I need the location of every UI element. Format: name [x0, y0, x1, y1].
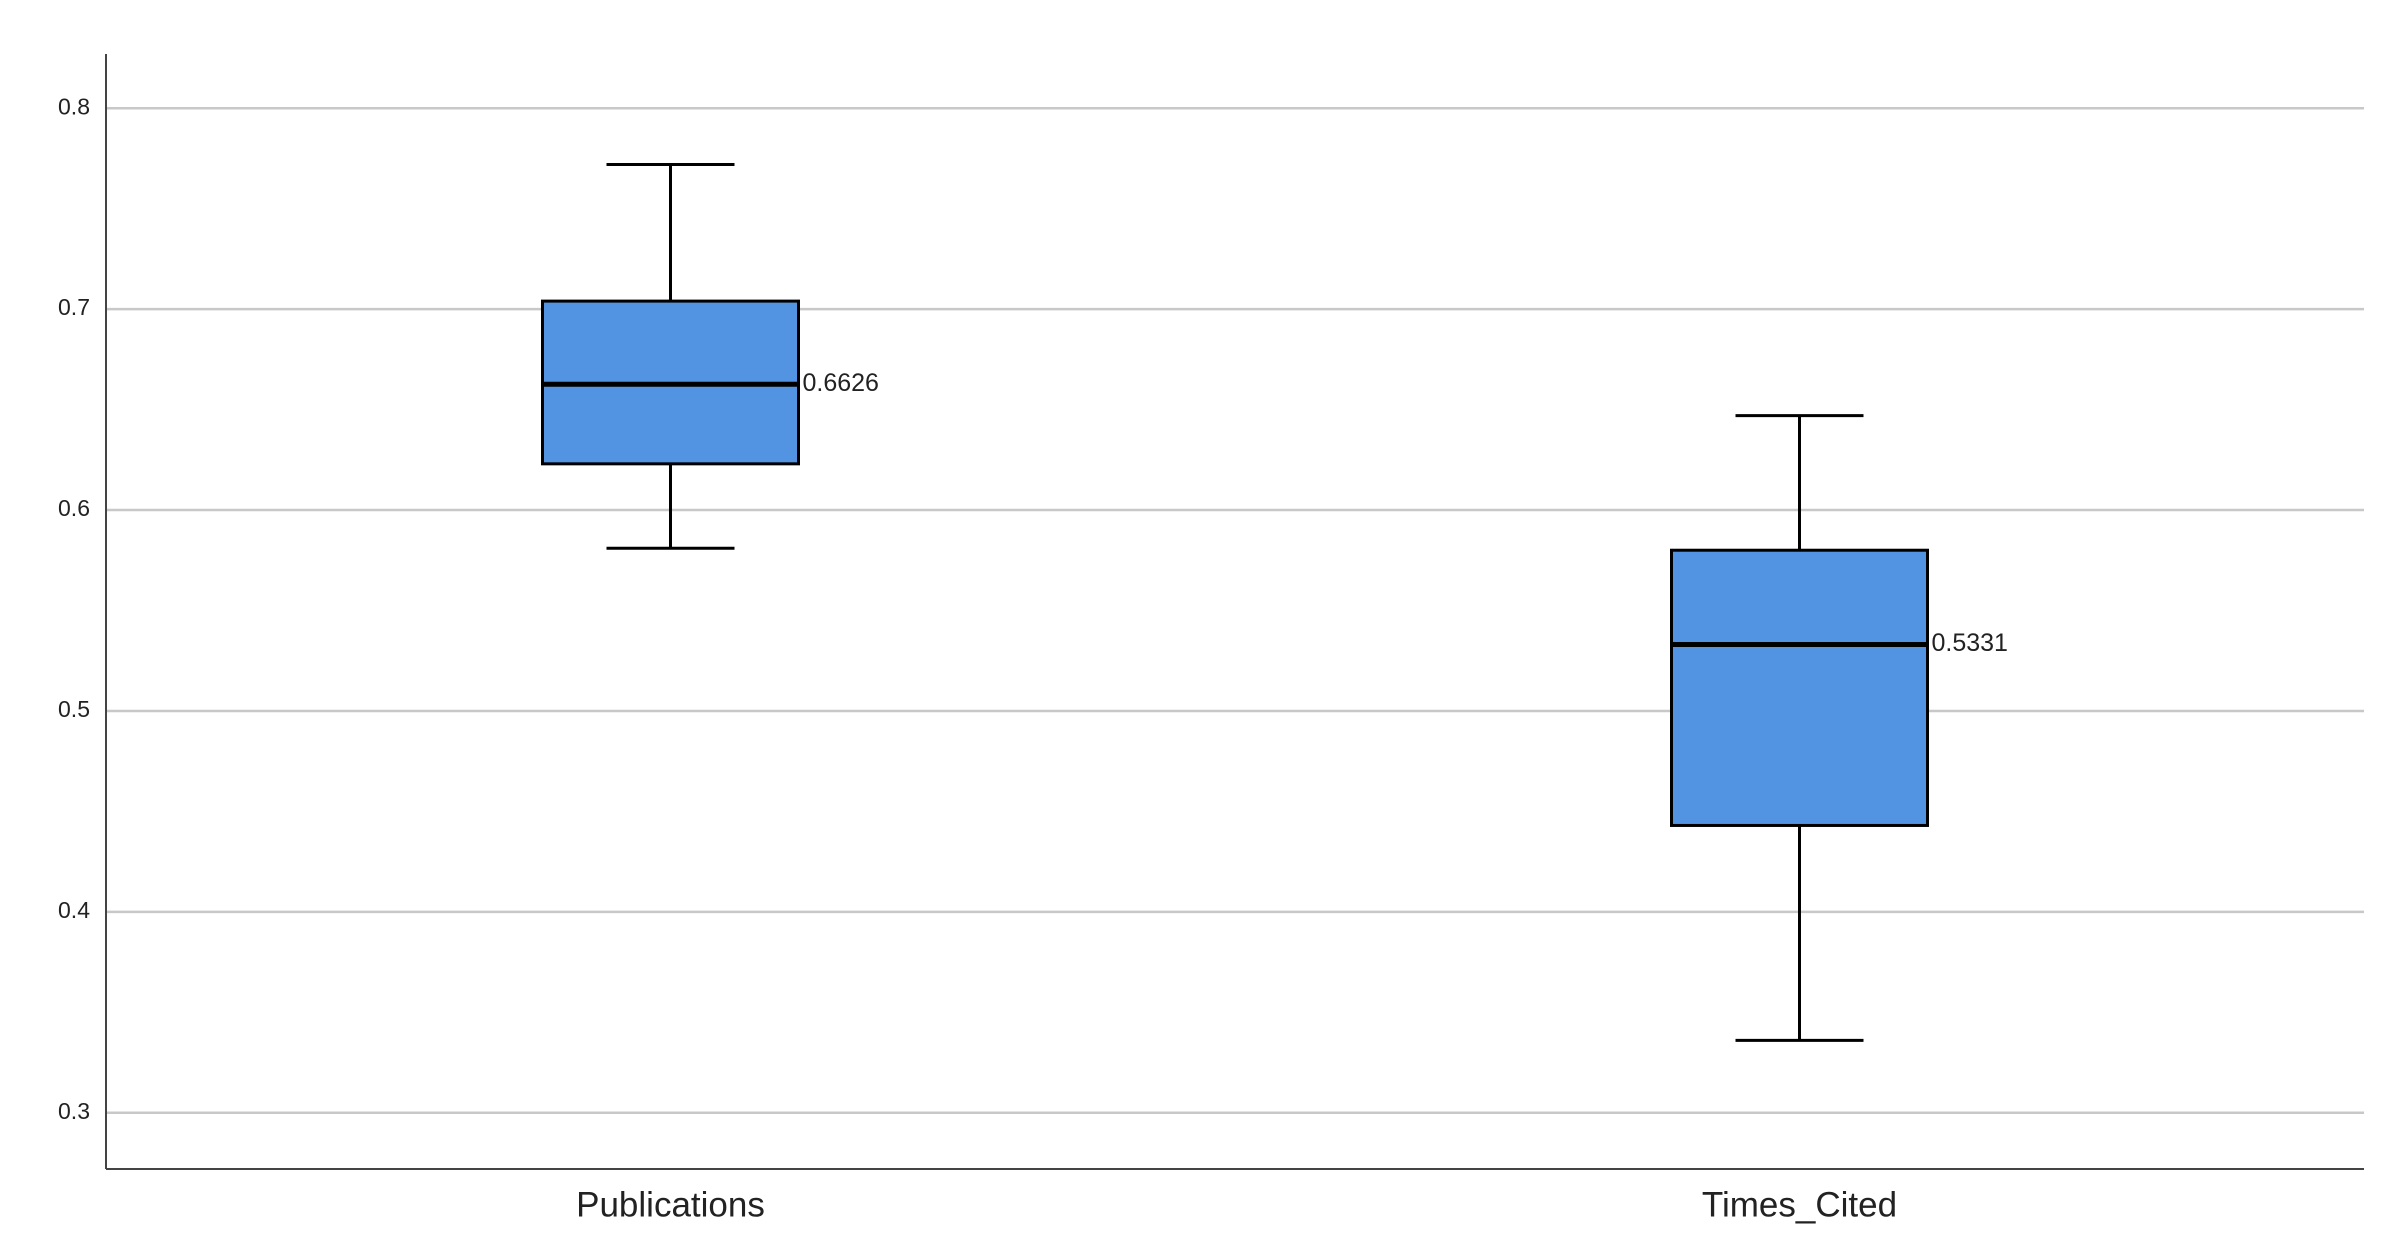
median-label: 0.6626 — [803, 369, 879, 397]
y-tick-label: 0.7 — [58, 294, 90, 320]
y-tick-label: 0.6 — [58, 495, 90, 521]
y-tick-label: 0.4 — [58, 897, 90, 923]
box — [1670, 548, 1929, 827]
x-tick-label: Publications — [576, 1185, 765, 1224]
x-tick-label: Times_Cited — [1702, 1185, 1897, 1224]
median-label: 0.5331 — [1932, 629, 2008, 657]
y-tick-label: 0.3 — [58, 1098, 90, 1124]
y-tick-label: 0.8 — [58, 93, 90, 119]
y-tick-label: 0.5 — [58, 696, 90, 722]
